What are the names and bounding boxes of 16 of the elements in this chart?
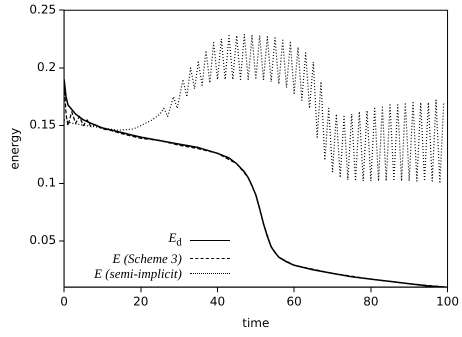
x-tick-label: 20 <box>133 294 148 309</box>
x-tick-label: 100 <box>436 294 459 309</box>
y-tick-label: 0.15 <box>29 118 56 132</box>
x-tick-label: 60 <box>286 294 302 309</box>
legend-label: E (semi-implicit) <box>94 266 182 281</box>
x-tick-label: 0 <box>60 294 68 309</box>
x-tick-label: 80 <box>363 294 379 309</box>
y-tick-label: 0.2 <box>37 60 56 74</box>
y-tick-label: 0.05 <box>29 233 56 248</box>
y-tick-label: 0.25 <box>29 2 56 16</box>
x-tick-label: 40 <box>210 294 226 309</box>
y-tick-label: 0.1 <box>37 175 56 190</box>
legend-label: E$_{d}$ <box>168 230 182 251</box>
y-axis-title: energy <box>7 128 22 170</box>
x-axis-title: time <box>242 316 270 330</box>
legend-label: E (Scheme 3) <box>112 250 182 266</box>
